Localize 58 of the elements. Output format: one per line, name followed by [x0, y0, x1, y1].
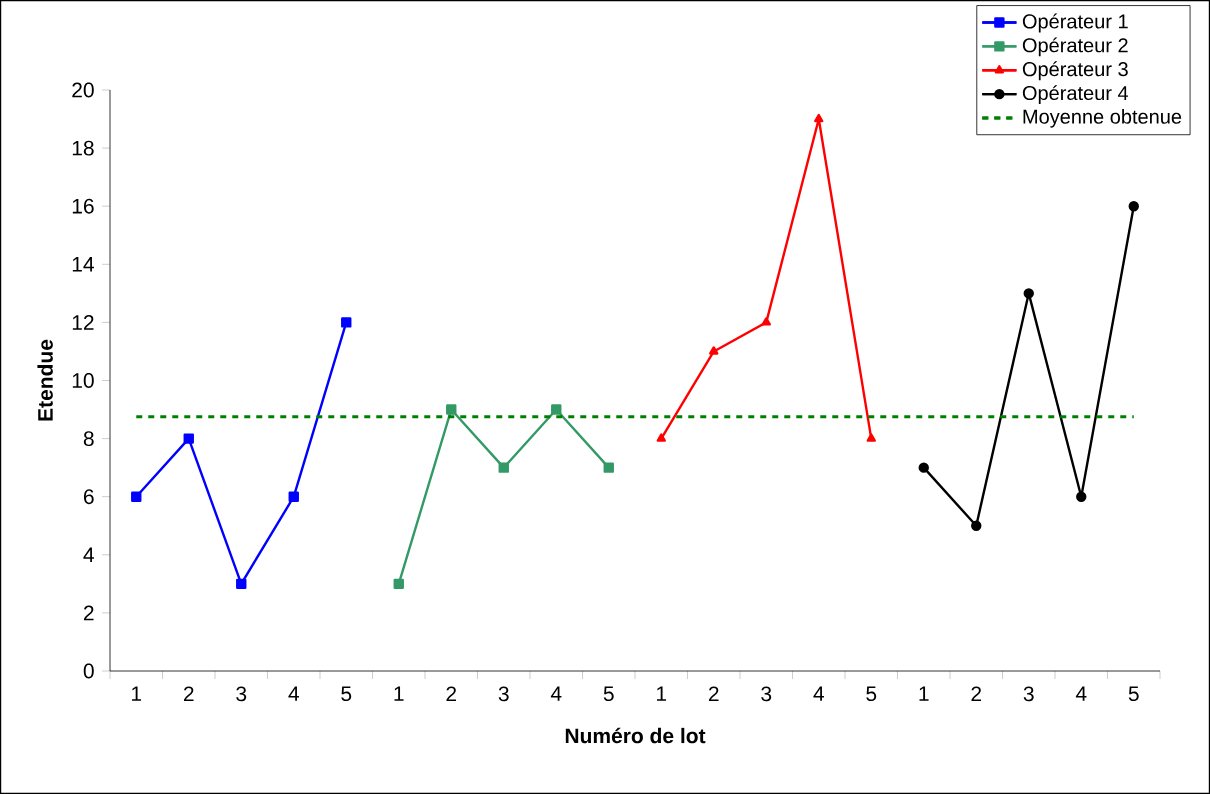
y-tick-label: 8 — [83, 431, 94, 447]
y-tick-label: 6 — [83, 489, 94, 505]
x-tick-label: 4 — [550, 686, 562, 701]
point — [761, 317, 771, 326]
point — [446, 404, 457, 415]
y-tick-label: 2 — [83, 605, 94, 621]
x-tick-label: 1 — [132, 686, 142, 701]
point — [866, 433, 876, 442]
x-tick-label: 3 — [761, 686, 772, 702]
x-tick-label: 5 — [341, 686, 352, 702]
point — [131, 491, 142, 502]
x-tick-label: 5 — [866, 686, 877, 702]
legend-label: Opérateur 2 — [1022, 37, 1128, 57]
x-tick-label: 1 — [657, 686, 667, 701]
x-tick-label: 4 — [1075, 686, 1087, 701]
x-tick-label: 3 — [236, 686, 247, 702]
y-tick-label: 10 — [72, 373, 94, 388]
legend-label: Opérateur 3 — [1022, 61, 1128, 81]
point — [393, 578, 404, 590]
point — [341, 317, 352, 328]
point — [236, 578, 247, 590]
y-tick-label: 12 — [72, 315, 94, 330]
x-tick-label: 2 — [446, 686, 457, 702]
x-tick-label: 3 — [498, 686, 509, 702]
legend-label: Opérateur 1 — [1022, 13, 1128, 33]
x-tick-label: 4 — [288, 686, 299, 701]
x-tick-label: 2 — [183, 686, 194, 702]
point — [183, 433, 194, 444]
x-tick-label: 1 — [394, 686, 404, 701]
x-tick-label: 2 — [971, 686, 982, 702]
x-tick-label: 5 — [1128, 686, 1139, 702]
y-axis-title: Etendue — [37, 339, 53, 421]
x-tick-label: 2 — [708, 686, 719, 702]
point — [918, 462, 929, 473]
point — [709, 346, 719, 355]
x-tick-label: 1 — [919, 686, 929, 701]
point — [1076, 491, 1087, 502]
y-tick-label: 20 — [72, 82, 94, 98]
y-tick-label: 18 — [72, 140, 94, 156]
point — [551, 404, 562, 415]
legend-label: Moyenne obtenue — [1023, 109, 1182, 128]
point — [814, 113, 824, 123]
point — [971, 520, 982, 531]
x-axis-title: Numéro de lot — [565, 727, 706, 744]
point — [288, 491, 299, 502]
y-tick-label: 14 — [72, 257, 94, 272]
point — [1128, 201, 1139, 212]
point — [1023, 288, 1034, 299]
y-tick-label: 4 — [83, 547, 94, 563]
y-tick-label: 0 — [83, 663, 94, 679]
y-tick-label: 16 — [72, 198, 94, 214]
x-tick-label: 4 — [813, 686, 824, 701]
x-tick-label: 3 — [1023, 686, 1034, 702]
legend-label: Opérateur 4 — [1022, 85, 1129, 105]
x-tick-label: 5 — [603, 686, 614, 702]
point — [656, 433, 666, 442]
point — [603, 462, 614, 473]
point — [498, 462, 509, 473]
